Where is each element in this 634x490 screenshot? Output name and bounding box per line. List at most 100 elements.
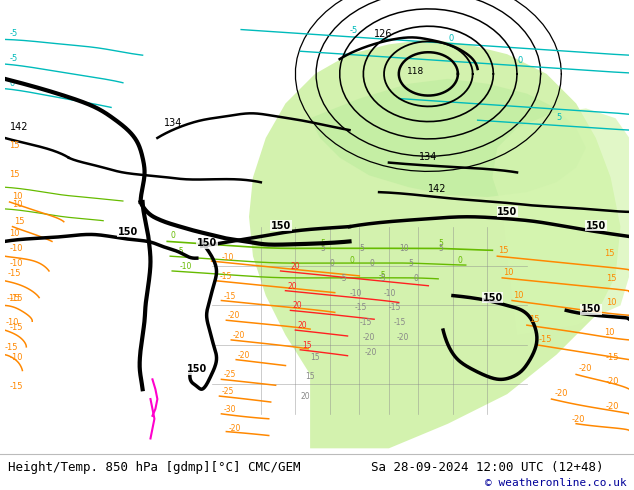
Text: 10: 10: [13, 192, 23, 201]
Polygon shape: [310, 79, 586, 197]
Text: -20: -20: [232, 331, 245, 340]
Text: 0: 0: [413, 274, 418, 283]
Text: -20: -20: [365, 348, 377, 357]
Text: 10: 10: [10, 229, 20, 239]
Text: 5: 5: [359, 244, 365, 253]
Text: -5: -5: [340, 274, 347, 283]
Text: -20: -20: [605, 377, 619, 386]
Text: 142: 142: [429, 184, 447, 194]
Text: -15: -15: [605, 353, 619, 362]
Text: 15: 15: [529, 315, 540, 324]
Text: 150: 150: [197, 238, 217, 248]
Text: -20: -20: [228, 423, 241, 433]
Text: 20: 20: [290, 262, 300, 271]
Text: 20: 20: [297, 321, 307, 330]
Text: 15: 15: [305, 372, 315, 381]
Text: 15: 15: [605, 274, 616, 283]
Text: 134: 134: [164, 118, 183, 128]
Text: -20: -20: [362, 333, 375, 342]
Text: 0: 0: [517, 56, 522, 65]
Text: 150: 150: [271, 220, 291, 231]
Text: -25: -25: [223, 370, 236, 379]
Text: 10: 10: [503, 268, 514, 277]
Text: 150: 150: [586, 220, 606, 231]
Text: -15: -15: [219, 272, 232, 281]
Text: -5: -5: [177, 247, 184, 256]
Polygon shape: [493, 108, 630, 335]
Text: -5: -5: [10, 29, 18, 38]
Text: 5: 5: [438, 244, 443, 253]
Text: -15: -15: [394, 318, 406, 327]
Text: -15: -15: [8, 269, 21, 278]
Text: 5: 5: [557, 113, 562, 122]
Text: -5: -5: [379, 271, 387, 280]
Text: -20: -20: [397, 333, 409, 342]
Text: 0: 0: [349, 256, 354, 265]
Text: -10: -10: [10, 353, 23, 362]
Text: Sa 28-09-2024 12:00 UTC (12+48): Sa 28-09-2024 12:00 UTC (12+48): [371, 462, 604, 474]
Text: -20: -20: [237, 351, 250, 360]
Text: 0: 0: [369, 259, 374, 268]
Text: -15: -15: [354, 303, 367, 313]
Text: -10: -10: [10, 259, 23, 268]
Text: 5: 5: [409, 259, 413, 268]
Text: 10: 10: [513, 291, 524, 299]
Text: 20: 20: [301, 392, 310, 401]
Text: -25: -25: [221, 387, 234, 396]
Text: -10: -10: [180, 262, 192, 271]
Text: 118: 118: [406, 67, 424, 76]
Text: 20: 20: [292, 301, 302, 310]
Text: 15: 15: [302, 341, 312, 350]
Text: 0: 0: [448, 34, 453, 44]
Text: -5: -5: [10, 54, 18, 63]
Text: -5: -5: [379, 274, 387, 283]
Text: 150: 150: [187, 365, 207, 374]
Text: -20: -20: [555, 389, 568, 398]
Text: 0: 0: [10, 79, 15, 88]
Text: 5: 5: [438, 239, 443, 248]
Text: 150: 150: [482, 293, 503, 302]
Text: -10: -10: [6, 318, 19, 327]
Text: 15: 15: [498, 246, 509, 255]
Text: 150: 150: [581, 304, 601, 315]
Text: -20: -20: [571, 415, 585, 424]
Text: 15: 15: [10, 171, 20, 179]
Text: -15: -15: [6, 294, 20, 302]
Text: 15: 15: [15, 217, 25, 226]
Text: -10: -10: [10, 244, 23, 253]
Text: -15: -15: [10, 294, 23, 302]
Text: -15: -15: [10, 382, 23, 391]
Text: -10: -10: [384, 289, 396, 297]
Text: 15: 15: [10, 141, 20, 150]
Polygon shape: [249, 39, 621, 448]
Text: -30: -30: [223, 405, 236, 414]
Text: -15: -15: [359, 318, 372, 327]
Text: -5: -5: [349, 25, 358, 34]
Text: 142: 142: [10, 122, 28, 132]
Text: 134: 134: [418, 151, 437, 162]
Text: 5: 5: [320, 244, 325, 253]
Text: 150: 150: [118, 226, 138, 237]
Text: 15: 15: [604, 249, 614, 258]
Text: -15: -15: [10, 323, 23, 332]
Text: -15: -15: [223, 292, 236, 300]
Text: 5: 5: [320, 239, 325, 248]
Text: -20: -20: [228, 311, 240, 320]
Text: 0: 0: [330, 259, 335, 268]
Text: 0: 0: [458, 256, 463, 265]
Text: -10: -10: [349, 289, 362, 297]
Text: Height/Temp. 850 hPa [gdmp][°C] CMC/GEM: Height/Temp. 850 hPa [gdmp][°C] CMC/GEM: [8, 462, 300, 474]
Text: -15: -15: [389, 303, 401, 313]
Text: © weatheronline.co.uk: © weatheronline.co.uk: [484, 478, 626, 489]
Text: 10: 10: [604, 328, 614, 337]
Text: 0: 0: [170, 231, 175, 241]
Text: 150: 150: [497, 207, 517, 217]
Text: -20: -20: [605, 402, 619, 411]
Text: 15: 15: [310, 353, 320, 362]
Text: -15: -15: [539, 335, 552, 344]
Text: 10: 10: [399, 244, 408, 253]
Text: -15: -15: [4, 343, 18, 352]
Text: -10: -10: [221, 253, 234, 262]
Text: 20: 20: [287, 282, 297, 291]
Text: 126: 126: [374, 29, 392, 39]
